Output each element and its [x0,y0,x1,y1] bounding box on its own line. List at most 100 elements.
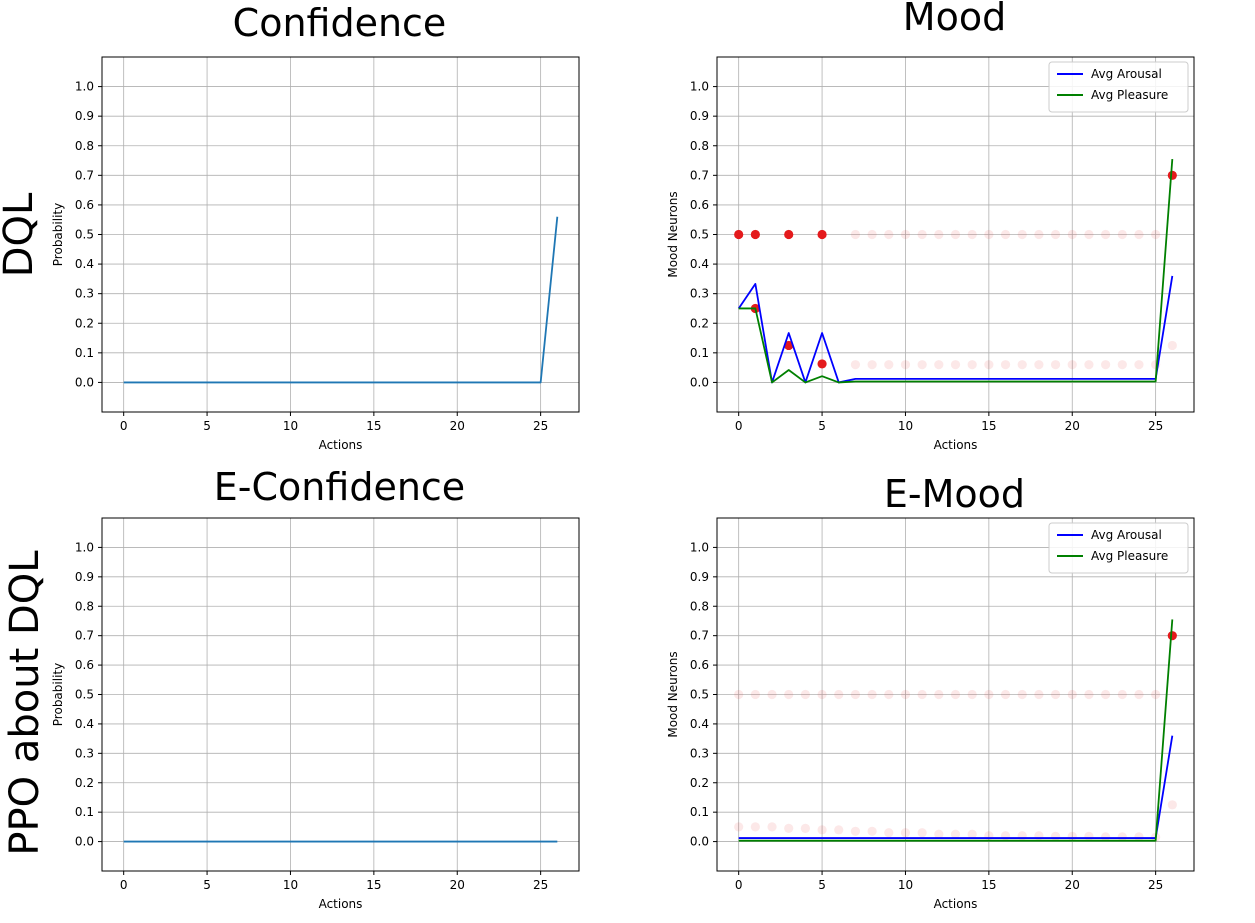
y-tick-label: 0.8 [690,599,709,613]
scatter-point [1167,170,1177,180]
scatter-point [1101,360,1111,370]
scatter-point [917,828,927,838]
x-tick-label: 10 [283,878,298,892]
x-tick-label: 15 [366,878,381,892]
scatter-point [1151,229,1161,240]
x-tick-label: 0 [735,878,743,892]
scatter-point [900,828,911,838]
scatter-point [850,689,861,700]
series-line-avg-pleasure [738,158,1174,384]
scatter-point [917,229,927,240]
scatter-point [884,360,894,370]
y-axis-label: Mood Neurons [666,191,680,277]
legend-label: Avg Pleasure [1091,88,1168,102]
scatter-point [967,689,977,700]
scatter-point [950,689,961,700]
y-tick-label: 0.0 [690,835,709,849]
subplot-mood: 0 5 10 15 20 25 0.0 0.1 0.2 0.3 0.4 0.5 0.6 0.7 0.8 0.9… [666,0,1195,452]
y-tick-label: 0.1 [75,805,94,819]
y-tick-label: 0.7 [75,168,94,182]
y-tick-label: 0.3 [75,287,94,301]
y-tick-label: 0.5 [75,688,94,702]
scatter-point [934,229,944,240]
scatter-point [1084,360,1094,370]
y-tick-label: 0.0 [690,375,709,389]
scatter-point [1167,800,1177,810]
y-tick-label: 0.5 [690,228,709,242]
x-tick-label: 25 [1148,419,1163,433]
y-tick-label: 0.9 [75,109,94,123]
scatter-point [817,359,827,369]
x-tick-label: 10 [283,419,298,433]
y-tick-label: 0.7 [690,168,709,182]
scatter-point [934,689,944,700]
scatter-point [900,689,911,700]
scatter-point [867,826,877,836]
subplot-e-confidence: 0 5 10 15 20 25 0.0 0.1 0.2 0.3 0.4 0.5 0.6 0.7 0.8 0.9… [51,465,580,911]
scatter-point [1134,360,1144,370]
x-axis-label: Actions [934,438,978,452]
x-tick-label: 25 [533,878,548,892]
scatter-point [1117,229,1127,240]
scatter-point [900,229,911,240]
series-line-avg-arousal [738,735,1174,839]
y-tick-label: 0.4 [690,717,709,731]
subplot-title: E-Mood [884,472,1025,516]
scatter-point [1017,689,1027,700]
series-line-avg-arousal [737,275,1174,384]
scatter-point [1151,689,1161,700]
y-tick-label: 0.4 [75,257,94,271]
y-tick-label: 0.1 [690,346,709,360]
scatter-point [917,689,927,700]
x-tick-label: 5 [203,878,211,892]
scatter-point [784,689,794,700]
scatter-point [1017,360,1027,370]
legend-box [1048,61,1189,113]
legend-label: Avg Arousal [1091,528,1162,542]
scatter-point [784,340,794,351]
y-tick-label: 0.5 [690,688,709,702]
scatter-point [1034,229,1044,240]
y-tick-label: 0.0 [75,835,94,849]
scatter-point [1067,360,1077,370]
scatter-point [867,360,877,370]
scatter-point [1084,831,1094,841]
scatter-point [967,229,977,240]
y-axis-label: Mood Neurons [666,651,680,737]
scatter-point [750,689,760,700]
scatter-point [950,229,961,240]
scatter-point [817,825,827,835]
scatter-point [1034,360,1044,370]
scatter-point [984,360,994,370]
y-tick-label: 1.0 [690,540,709,554]
scatter-point [850,229,861,240]
x-tick-label: 5 [818,878,826,892]
scatter-point [1167,340,1177,351]
subplot-title: Mood [903,0,1006,39]
x-axis-label: Actions [319,897,363,911]
scatter-point [784,823,794,833]
series-line-avg-pleasure [738,619,1174,842]
scatter-point [767,689,777,700]
scatter-point [734,229,744,240]
y-tick-label: 0.6 [690,198,709,212]
scatter-point [884,229,894,240]
scatter-point [1050,360,1061,370]
scatter-point [934,829,944,839]
scatter-point [867,229,877,240]
scatter-point [1101,689,1111,700]
x-tick-label: 0 [120,878,128,892]
subplot-e-mood: 0 5 10 15 20 25 0.0 0.1 0.2 0.3 0.4 0.5 0.6 0.7 0.8 0.9… [666,472,1195,911]
y-tick-label: 1.0 [690,80,709,94]
scatter-point [1101,832,1111,842]
y-axis-label: Probability [51,203,65,266]
y-tick-label: 0.3 [75,746,94,760]
scatter-point [884,689,894,700]
x-tick-label: 0 [735,419,743,433]
x-tick-label: 20 [1065,419,1080,433]
scatter-point [734,822,744,832]
x-tick-label: 25 [533,419,548,433]
scatter-point [1117,360,1127,370]
scatter-point [984,689,994,700]
